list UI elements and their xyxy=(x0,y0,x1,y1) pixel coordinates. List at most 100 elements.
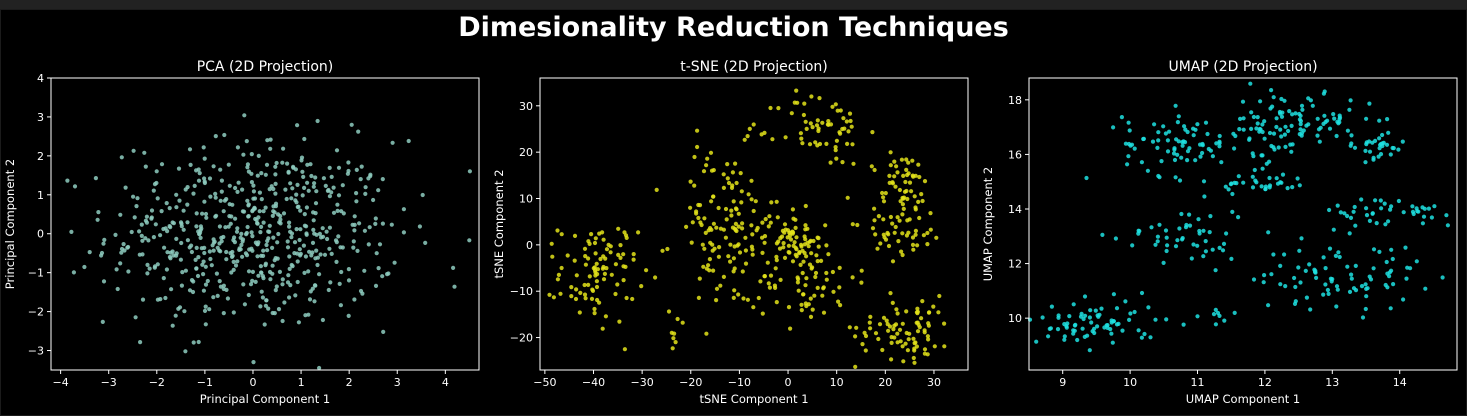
data-point xyxy=(246,292,251,298)
data-point xyxy=(1180,236,1185,241)
data-point xyxy=(768,220,773,225)
data-point xyxy=(1164,317,1169,322)
data-point xyxy=(608,250,613,255)
data-point xyxy=(684,224,689,229)
data-point xyxy=(95,217,100,222)
data-point xyxy=(582,282,587,288)
data-point xyxy=(593,270,598,275)
data-point xyxy=(1195,314,1200,319)
data-point xyxy=(558,291,563,296)
data-point xyxy=(354,167,359,172)
data-point xyxy=(272,210,277,215)
data-point xyxy=(1196,217,1201,222)
data-point xyxy=(119,246,125,252)
data-point xyxy=(1289,149,1294,154)
data-point xyxy=(233,185,238,191)
data-point xyxy=(295,182,300,187)
data-point xyxy=(191,191,196,196)
data-point xyxy=(239,242,244,248)
data-point xyxy=(1201,179,1207,184)
data-point xyxy=(1286,128,1291,134)
data-point xyxy=(594,261,599,266)
data-point xyxy=(1396,147,1401,152)
data-point xyxy=(1363,306,1368,312)
data-point xyxy=(796,277,801,282)
data-point xyxy=(1179,211,1184,217)
data-point xyxy=(1083,313,1088,318)
data-point xyxy=(1371,266,1376,271)
data-point xyxy=(1229,181,1234,186)
data-point xyxy=(890,181,896,186)
data-point xyxy=(1165,138,1170,143)
data-point xyxy=(768,273,774,278)
data-point xyxy=(162,245,167,250)
data-point xyxy=(121,242,126,247)
data-point xyxy=(1364,116,1369,121)
data-point xyxy=(830,269,836,275)
data-point xyxy=(559,265,564,271)
data-point xyxy=(840,160,845,165)
data-point xyxy=(624,295,629,301)
data-point xyxy=(850,275,855,280)
data-point xyxy=(1126,120,1131,125)
data-point xyxy=(1261,280,1266,285)
data-point xyxy=(244,139,249,144)
data-point xyxy=(810,265,815,270)
data-point xyxy=(1278,180,1283,185)
data-point xyxy=(1360,315,1366,320)
data-point xyxy=(1384,259,1389,265)
data-point xyxy=(178,220,184,225)
data-point xyxy=(704,266,710,271)
data-point xyxy=(351,239,356,244)
data-point xyxy=(340,183,345,188)
data-point xyxy=(778,236,783,241)
data-point xyxy=(586,239,591,244)
data-point xyxy=(1123,141,1128,146)
data-point xyxy=(226,162,231,167)
data-point xyxy=(721,172,726,177)
data-point xyxy=(895,311,900,316)
data-point xyxy=(1254,180,1259,185)
x-tick-label: 0 xyxy=(785,376,792,389)
data-point xyxy=(1260,122,1265,127)
data-point xyxy=(1363,160,1368,165)
data-point xyxy=(355,248,360,253)
data-point xyxy=(812,293,817,298)
data-point xyxy=(354,191,359,196)
data-point xyxy=(1262,119,1267,124)
data-point xyxy=(749,178,754,183)
data-point xyxy=(1202,194,1207,199)
data-point xyxy=(149,208,155,213)
data-point xyxy=(295,279,300,285)
data-point xyxy=(1297,183,1302,188)
data-point xyxy=(849,124,854,129)
data-point xyxy=(907,180,913,185)
data-point xyxy=(245,224,250,230)
data-point xyxy=(285,245,291,250)
data-point xyxy=(905,196,910,202)
data-point xyxy=(217,279,222,284)
data-point xyxy=(768,105,773,111)
data-point xyxy=(1266,303,1271,308)
data-point xyxy=(1266,230,1271,235)
data-point xyxy=(847,111,853,116)
data-point xyxy=(616,252,621,257)
data-point xyxy=(336,165,342,170)
data-point xyxy=(808,296,813,301)
data-point xyxy=(726,254,731,259)
data-point xyxy=(1310,103,1315,108)
data-point xyxy=(232,240,237,245)
data-point xyxy=(253,216,258,222)
data-point xyxy=(869,164,874,169)
data-point xyxy=(574,273,579,278)
data-point xyxy=(451,265,456,270)
data-point xyxy=(178,257,183,262)
data-point xyxy=(1296,265,1301,270)
data-point xyxy=(825,122,831,127)
data-point xyxy=(547,292,552,297)
data-point xyxy=(318,252,323,257)
data-point xyxy=(161,226,166,232)
data-point xyxy=(826,252,831,257)
data-point xyxy=(207,249,212,254)
data-point xyxy=(215,245,220,250)
